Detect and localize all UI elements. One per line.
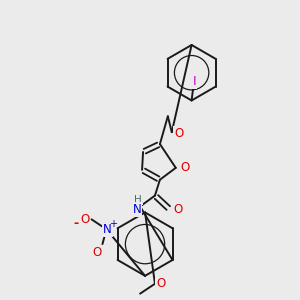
Text: O: O bbox=[93, 245, 102, 259]
Text: O: O bbox=[156, 277, 166, 290]
Text: I: I bbox=[193, 75, 196, 88]
Text: O: O bbox=[173, 203, 182, 216]
Text: H: H bbox=[134, 194, 142, 205]
Text: O: O bbox=[180, 161, 189, 174]
Text: N: N bbox=[133, 203, 142, 216]
Text: -: - bbox=[73, 217, 78, 230]
Text: +: + bbox=[109, 219, 117, 229]
Text: O: O bbox=[80, 213, 89, 226]
Text: O: O bbox=[174, 127, 183, 140]
Text: N: N bbox=[103, 223, 112, 236]
